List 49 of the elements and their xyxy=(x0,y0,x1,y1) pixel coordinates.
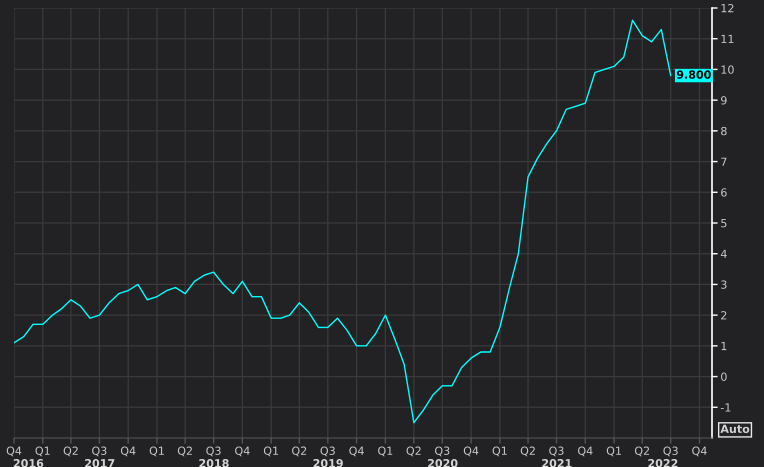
x-tick-label: Q1 xyxy=(492,446,507,456)
y-tick-label: 7 xyxy=(721,158,726,166)
x-tick-label: Q4 xyxy=(235,446,250,456)
y-tick-label: 5 xyxy=(721,219,726,228)
x-tick-label: Q1 xyxy=(150,446,164,456)
y-tick-label: 9 xyxy=(721,96,727,105)
x2-tick-label: 2021 xyxy=(542,459,572,467)
x-tick-label: Q2 xyxy=(64,446,78,456)
x2-tick-label: 2022 xyxy=(648,459,678,467)
x-tick-label: Q4 xyxy=(578,446,593,456)
y-tick-label: 3 xyxy=(721,280,727,289)
y-tick-label: 11 xyxy=(722,34,734,43)
y-tick-label: 2 xyxy=(721,311,726,320)
y-tick-label: 10 xyxy=(722,65,734,74)
x2-tick-label: 2020 xyxy=(428,459,458,467)
y-tick-label: 0 xyxy=(721,372,727,381)
y-tick-label: 6 xyxy=(721,188,727,197)
text: Auto xyxy=(720,424,750,434)
y-tick-label: 1 xyxy=(722,342,726,350)
x2-tick-label: 2019 xyxy=(314,459,343,467)
data-label: 9.800 xyxy=(676,70,711,79)
x-tick-label: Q4 xyxy=(6,446,22,456)
x2-tick-label: 2017 xyxy=(85,459,114,467)
x-tick-label: Q2 xyxy=(178,446,192,456)
x-tick-label: Q2 xyxy=(406,446,421,456)
x2-tick-label: 2016 xyxy=(14,459,44,467)
x-tick-label: Q4 xyxy=(120,446,136,456)
x-tick-label: Q4 xyxy=(349,446,364,456)
x-tick-label: Q3 xyxy=(206,446,221,456)
x-tick-label: Q3 xyxy=(320,446,335,456)
y-tick-label: 12 xyxy=(722,4,734,12)
y-tick-label: 4 xyxy=(720,250,727,258)
x-tick-label: Q1 xyxy=(264,446,278,456)
x-tick-label: Q1 xyxy=(36,446,50,456)
line-series xyxy=(14,20,672,424)
x-tick-label: Q4 xyxy=(692,446,707,456)
x-tick-label: Q1 xyxy=(606,446,621,456)
x-tick-label: Q2 xyxy=(520,446,535,456)
x-tick-label: Q3 xyxy=(92,446,106,456)
x-tick-label: Q4 xyxy=(464,446,478,456)
x-tick-label: Q3 xyxy=(549,446,564,456)
y-tick-label: 8 xyxy=(721,126,727,136)
x-tick-label: Q3 xyxy=(435,446,450,456)
x-tick-label: Q1 xyxy=(378,446,392,456)
y-tick-label: -1 xyxy=(720,403,730,412)
x-tick-label: Q2 xyxy=(292,446,306,456)
x-tick-label: Q3 xyxy=(663,446,678,456)
x-tick-label: Q2 xyxy=(634,446,650,456)
x2-tick-label: 2018 xyxy=(199,459,229,467)
